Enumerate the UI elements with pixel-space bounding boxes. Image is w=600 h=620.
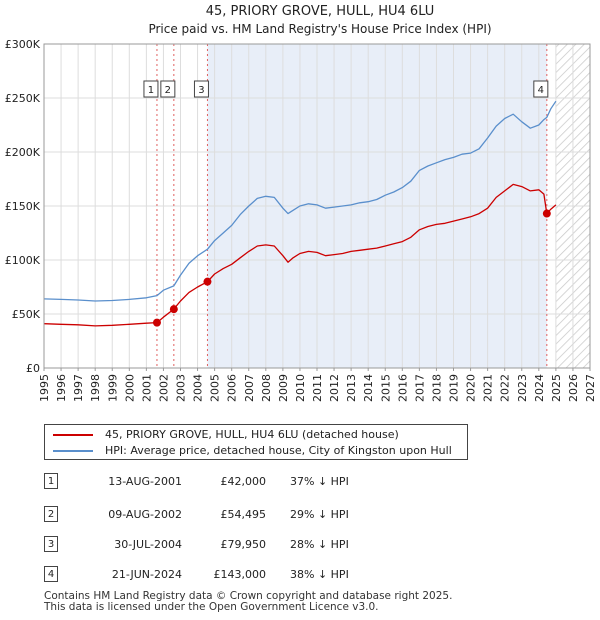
transaction-number-badge: 3: [44, 536, 58, 552]
chart-title: 45, PRIORY GROVE, HULL, HU4 6LU: [206, 4, 435, 19]
sale-label-text: 2: [165, 85, 171, 96]
transaction-row: 3 30-JUL-2004 £79,950 28% ↓ HPI: [40, 535, 460, 555]
sale-label-box: [160, 80, 176, 98]
legend-swatch-hpi: [53, 450, 93, 452]
sale-label-box: [533, 80, 549, 98]
x-tick-label: 2026: [567, 374, 580, 402]
legend-label-hpi: HPI: Average price, detached house, City…: [105, 444, 452, 457]
x-tick-label: 2025: [550, 374, 563, 402]
x-tick-label: 1998: [89, 374, 102, 402]
footer-copyright: Contains HM Land Registry data © Crown c…: [44, 590, 453, 602]
price-paid-series-line: [43, 183, 557, 327]
transaction-hpi-diff: 38% ↓ HPI: [290, 568, 349, 581]
x-tick-label: 2013: [345, 374, 358, 402]
legend-swatch-price: [53, 434, 93, 436]
transaction-date: 13-AUG-2001: [108, 475, 182, 488]
x-tick-label: 2015: [379, 374, 392, 402]
x-tick-label: 2017: [413, 374, 426, 402]
x-tick-label: 2012: [328, 374, 341, 402]
sale-point: [542, 209, 551, 218]
x-tick-label: 2024: [533, 374, 546, 402]
transaction-number-badge: 4: [44, 566, 58, 582]
x-tick-label: 2021: [482, 374, 495, 402]
transaction-price: £143,000: [213, 568, 267, 581]
sale-point: [203, 277, 212, 286]
footer-licence: This data is licensed under the Open Gov…: [44, 601, 379, 613]
x-tick-label: 2002: [157, 374, 170, 402]
x-tick-label: 2008: [260, 374, 273, 402]
chart-subtitle: Price paid vs. HM Land Registry's House …: [148, 22, 491, 36]
transaction-price: £54,495: [220, 508, 267, 521]
sale-label-text: 3: [198, 85, 204, 96]
legend-label-price: 45, PRIORY GROVE, HULL, HU4 6LU (detache…: [105, 428, 399, 441]
x-tick-label: 2019: [448, 374, 461, 402]
x-tick-label: 2011: [311, 374, 324, 402]
x-tick-label: 2007: [243, 374, 256, 402]
x-tick-label: 1997: [72, 374, 85, 402]
x-tick-label: 2014: [362, 374, 375, 402]
attribution-footer: Contains HM Land Registry data © Crown c…: [44, 591, 452, 613]
x-tick-label: 2004: [192, 374, 205, 402]
transaction-row: 4 21-JUN-2024 £143,000 38% ↓ HPI: [40, 565, 460, 585]
x-tick-label: 2023: [516, 374, 529, 402]
y-tick-label: £250K: [5, 92, 41, 105]
transaction-date: 09-AUG-2002: [108, 508, 182, 521]
sale-label-text: 4: [538, 85, 544, 96]
transaction-row: 1 13-AUG-2001 £42,000 37% ↓ HPI: [40, 472, 460, 492]
x-tick-label: 2006: [226, 374, 239, 402]
transaction-hpi-diff: 29% ↓ HPI: [290, 508, 349, 521]
y-tick-label: £300K: [5, 38, 41, 51]
x-tick-label: 1995: [38, 374, 51, 402]
transaction-hpi-diff: 37% ↓ HPI: [290, 475, 349, 488]
y-tick-label: £0: [26, 362, 40, 375]
sale-label-text: 1: [148, 85, 154, 96]
transaction-price: £79,950: [220, 538, 267, 551]
x-tick-label: 2018: [430, 374, 443, 402]
x-tick-label: 2000: [123, 374, 136, 402]
x-tick-label: 2009: [277, 374, 290, 402]
sale-label-box: [193, 80, 209, 98]
transaction-number-badge: 1: [44, 473, 58, 489]
y-tick-label: £200K: [5, 146, 41, 159]
y-tick-label: £150K: [5, 200, 41, 213]
x-tick-label: 2005: [209, 374, 222, 402]
x-tick-label: 2022: [499, 374, 512, 402]
chart-legend: 45, PRIORY GROVE, HULL, HU4 6LU (detache…: [44, 424, 468, 460]
x-tick-label: 2020: [465, 374, 478, 402]
x-tick-label: 2010: [294, 374, 307, 402]
sale-point: [152, 318, 161, 327]
x-tick-label: 1999: [106, 374, 119, 402]
x-tick-label: 2027: [584, 374, 597, 402]
x-tick-label: 1996: [55, 374, 68, 402]
sale-label-box: [143, 80, 159, 98]
x-tick-label: 2001: [140, 374, 153, 402]
transaction-date: 21-JUN-2024: [111, 568, 182, 581]
y-tick-label: £50K: [12, 308, 41, 321]
x-tick-label: 2003: [175, 374, 188, 402]
transaction-number-badge: 2: [44, 506, 58, 522]
sale-point: [169, 305, 178, 314]
price-chart: 45, PRIORY GROVE, HULL, HU4 6LU Price pa…: [5, 4, 597, 402]
transaction-hpi-diff: 28% ↓ HPI: [290, 538, 349, 551]
y-tick-label: £100K: [5, 254, 41, 267]
transaction-row: 2 09-AUG-2002 £54,495 29% ↓ HPI: [40, 505, 460, 525]
transaction-date: 30-JUL-2004: [114, 538, 182, 551]
hpi-series-line: [43, 100, 557, 302]
x-tick-label: 2016: [396, 374, 409, 402]
transaction-price: £42,000: [220, 475, 267, 488]
